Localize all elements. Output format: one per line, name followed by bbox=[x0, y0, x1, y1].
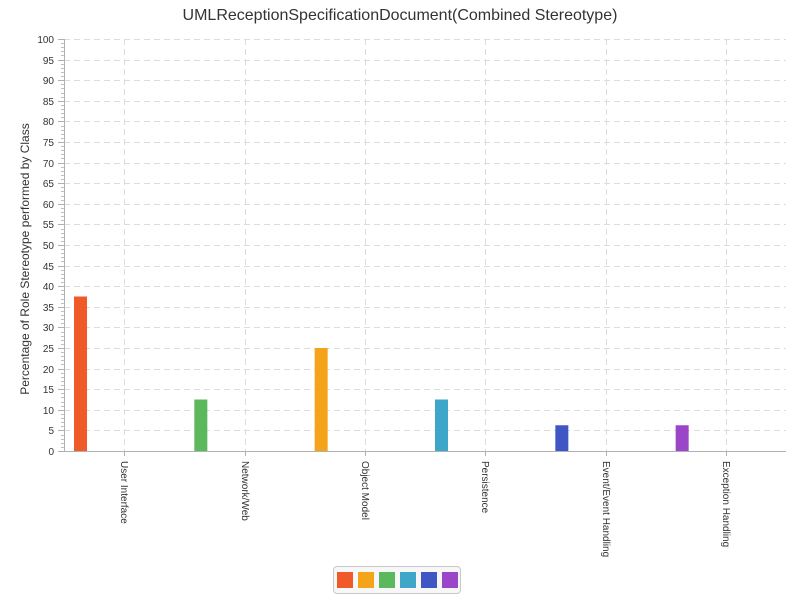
bar-1-2 bbox=[194, 399, 208, 451]
x-tick-label: Persistence bbox=[479, 461, 490, 514]
legend-swatch bbox=[399, 572, 416, 588]
y-tick-label: 5 bbox=[48, 426, 54, 437]
y-tick-label: 10 bbox=[43, 406, 55, 417]
x-axis-ticks: User Interface Network/Web Object Model Per… bbox=[118, 451, 731, 557]
x-tick-label: Object Model bbox=[359, 461, 370, 520]
y-tick-label: 100 bbox=[37, 35, 54, 46]
y-tick-label: 15 bbox=[43, 385, 55, 396]
y-tick-label: 90 bbox=[43, 76, 55, 87]
bar-3-3 bbox=[435, 399, 448, 451]
legend-swatch bbox=[336, 572, 353, 588]
y-tick-label: 25 bbox=[43, 344, 55, 355]
y-tick-label: 30 bbox=[43, 323, 55, 334]
axes bbox=[64, 39, 786, 452]
legend-swatch bbox=[378, 572, 395, 588]
y-tick-label: 60 bbox=[43, 200, 55, 211]
x-tick-label: Network/Web bbox=[239, 461, 250, 521]
y-tick-label: 95 bbox=[43, 56, 55, 67]
y-tick-label: 80 bbox=[43, 117, 55, 128]
y-tick-label: 20 bbox=[43, 365, 55, 376]
bar-2-1 bbox=[314, 348, 328, 451]
y-tick-label: 70 bbox=[43, 159, 55, 170]
bar-0-0 bbox=[74, 296, 87, 451]
x-tick-label: Event/Event Handling bbox=[600, 461, 611, 557]
y-axis-ticks: 0 5 10 15 20 25 30 35 40 45 50 55 60 65 70 75 80 85 90 95 10… bbox=[37, 35, 64, 458]
y-tick-label: 65 bbox=[43, 179, 55, 190]
grid-lines bbox=[64, 39, 786, 451]
x-tick-label: Exception Handling bbox=[720, 461, 731, 547]
legend-swatch bbox=[357, 572, 374, 588]
y-tick-label: 40 bbox=[43, 282, 55, 293]
bar-5-5 bbox=[675, 425, 689, 451]
y-tick-label: 85 bbox=[43, 97, 55, 108]
minor-ticks bbox=[61, 43, 64, 448]
legend bbox=[333, 566, 461, 594]
x-tick-label: User Interface bbox=[118, 461, 129, 524]
y-tick-label: 50 bbox=[43, 241, 55, 252]
legend-swatch bbox=[441, 572, 458, 588]
y-tick-label: 75 bbox=[43, 138, 55, 149]
y-tick-label: 0 bbox=[48, 447, 54, 458]
legend-swatch bbox=[420, 572, 437, 588]
bars bbox=[74, 296, 689, 451]
chart-title: UMLReceptionSpecificationDocument(Combin… bbox=[182, 7, 618, 24]
y-tick-label: 55 bbox=[43, 220, 55, 231]
bar-4-4 bbox=[555, 425, 569, 451]
y-tick-label: 45 bbox=[43, 262, 55, 273]
y-tick-label: 35 bbox=[43, 303, 55, 314]
